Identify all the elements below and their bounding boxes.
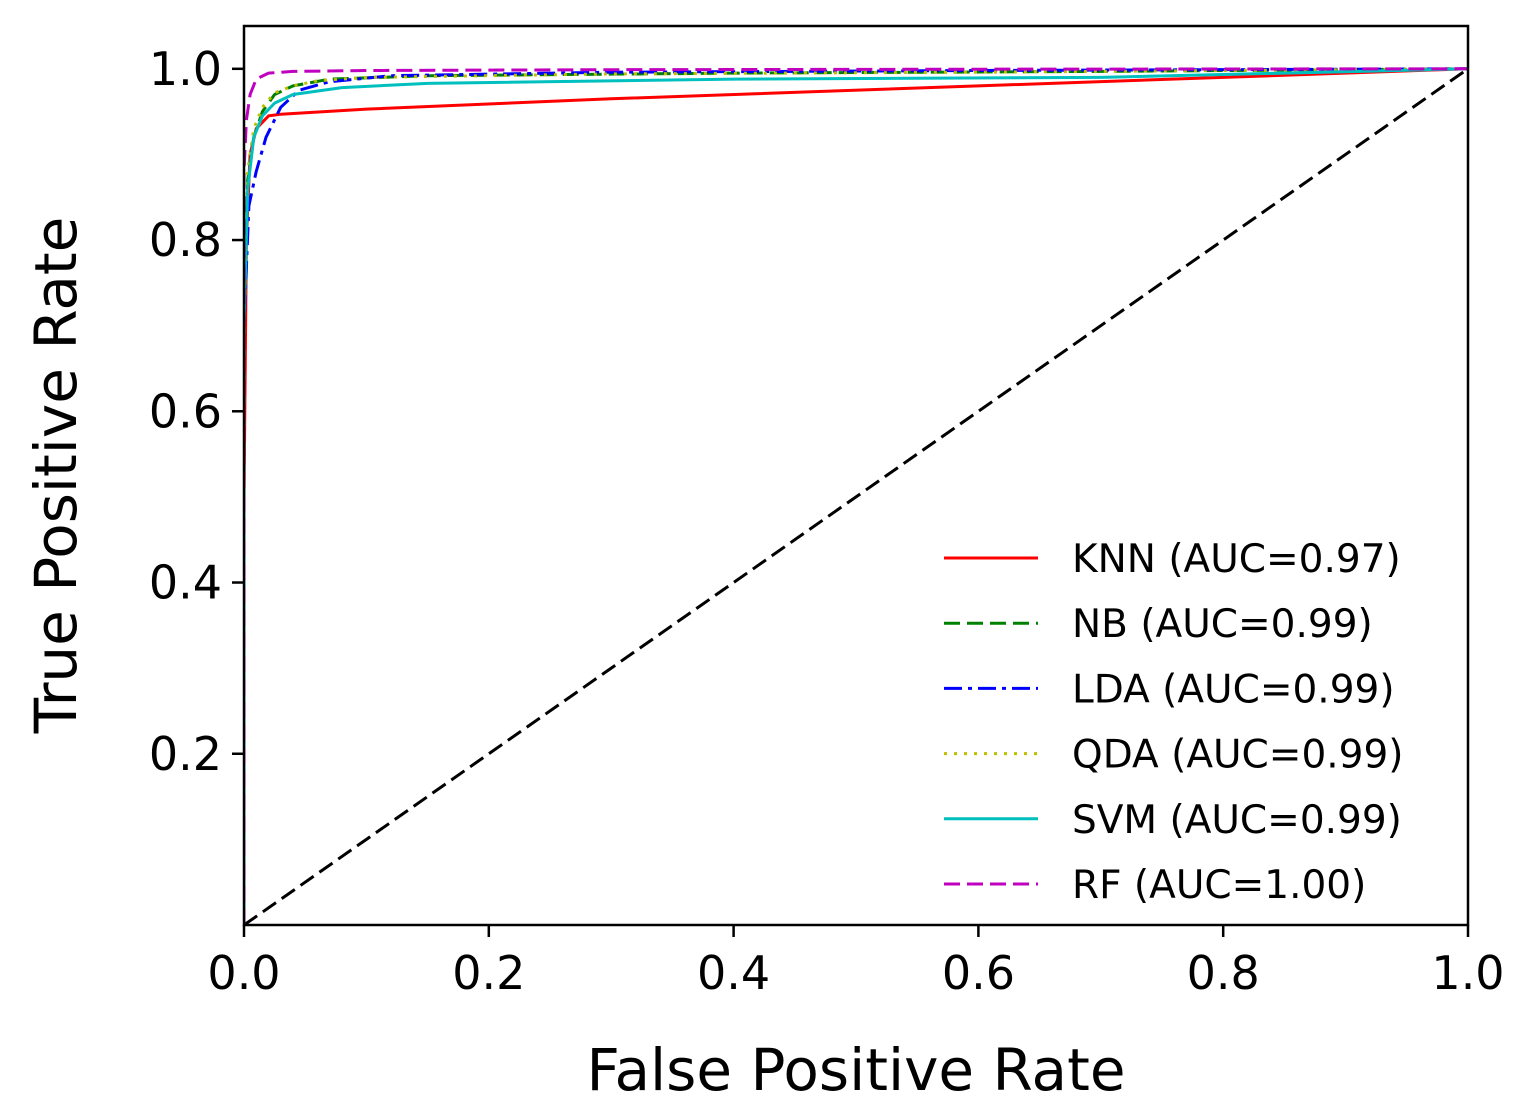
y-tick-label: 0.8	[149, 213, 222, 267]
chance-diagonal-line	[244, 67, 1468, 925]
plot-area	[244, 26, 1468, 925]
y-tick-label: 0.4	[149, 556, 222, 610]
legend-label: NB (AUC=0.99)	[1072, 602, 1373, 647]
legend-item-rf: RF (AUC=1.00)	[944, 863, 1366, 908]
legend-label: QDA (AUC=0.99)	[1072, 733, 1404, 778]
x-tick-label: 0.4	[697, 946, 770, 1000]
x-tick-label: 0.2	[452, 946, 525, 1000]
legend-label: SVM (AUC=0.99)	[1072, 798, 1402, 843]
legend-item-nb: NB (AUC=0.99)	[944, 602, 1373, 647]
series-line-svm	[244, 67, 1468, 925]
y-tick-label: 0.6	[149, 384, 222, 438]
series-line-rf	[244, 67, 1468, 925]
x-tick-label: 0.8	[1187, 946, 1260, 1000]
legend: KNN (AUC=0.97) NB (AUC=0.99) LDA (AUC=0.99…	[944, 537, 1404, 908]
y-tick-label: 0.2	[149, 727, 222, 781]
y-axis: 0.2 0.4 0.6 0.8 1.0	[149, 42, 244, 781]
y-axis-label: True Positive Rate	[22, 217, 90, 735]
plot-frame	[242, 24, 1470, 927]
legend-label: RF (AUC=1.00)	[1072, 863, 1366, 908]
x-axis: 0.0 0.2 0.4 0.6 0.8 1.0	[207, 925, 1505, 1000]
legend-label: KNN (AUC=0.97)	[1072, 537, 1401, 582]
x-tick-label: 0.6	[942, 946, 1015, 1000]
y-tick-label: 1.0	[149, 42, 222, 96]
legend-item-knn: KNN (AUC=0.97)	[944, 537, 1401, 582]
x-tick-label: 0.0	[207, 946, 280, 1000]
legend-label: LDA (AUC=0.99)	[1072, 667, 1395, 712]
series-layer	[244, 67, 1468, 925]
legend-item-svm: SVM (AUC=0.99)	[944, 798, 1402, 843]
x-tick-label: 1.0	[1431, 946, 1504, 1000]
legend-item-qda: QDA (AUC=0.99)	[944, 733, 1404, 778]
legend-item-lda: LDA (AUC=0.99)	[944, 667, 1395, 712]
x-axis-label: False Positive Rate	[586, 1036, 1125, 1104]
